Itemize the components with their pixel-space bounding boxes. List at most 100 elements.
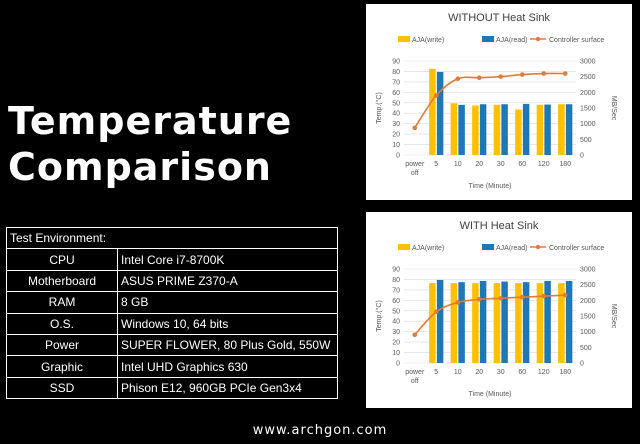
chart-with-heat-sink-svg: WITH Heat Sink AJA(write) AJA(read) Control… <box>375 220 617 398</box>
controller-surface-point <box>519 294 525 300</box>
y-axis-label: Temp.(°C) <box>375 92 383 124</box>
legend-label: AJA(read) <box>496 245 528 252</box>
bar-ajawrite <box>472 105 479 155</box>
bar-ajawrite <box>558 104 565 155</box>
chart-without-heat-sink-svg: WITHOUT Heat Sink AJA(write) AJA(read) Cont… <box>375 12 617 190</box>
y2-tick-label: 500 <box>580 137 592 144</box>
y2-tick-label: 0 <box>580 361 584 368</box>
x-tick-label: 30 <box>497 369 505 376</box>
y2-tick-label: 1500 <box>580 314 596 321</box>
page-title-line1: Temperature <box>8 99 293 143</box>
spec-table-header-row: Test Environment: <box>6 226 338 250</box>
y-tick-label: 30 <box>392 329 400 336</box>
x-tick-label: 20 <box>475 161 483 168</box>
controller-surface-point <box>519 72 525 77</box>
x-tick-label: 10 <box>454 369 462 376</box>
test-environment-table: Test Environment: CPU Intel Core i7-8700K… <box>6 226 338 400</box>
y2-tick-label: 2000 <box>580 90 596 97</box>
bar-ajaread <box>501 281 508 363</box>
legend-swatch <box>482 36 494 42</box>
x-axis-label: Time (Minute) <box>469 391 512 398</box>
legend-label: AJA(write) <box>412 37 444 44</box>
x-tick-label: 20 <box>475 369 483 376</box>
y-axis-label: Temp.(°C) <box>375 300 383 332</box>
bar-ajaread <box>501 104 508 155</box>
spec-row: SSD Phison E12, 960GB PCIe Gen3x4 <box>6 376 338 400</box>
bar-ajawrite <box>429 283 436 363</box>
spec-value: 8 GB <box>117 291 338 314</box>
spec-value: Phison E12, 960GB PCIe Gen3x4 <box>117 376 338 400</box>
bar-ajaread <box>479 104 487 155</box>
x-tick-label: 180 <box>559 161 571 168</box>
spec-value: Windows 10, 64 bits <box>117 312 338 335</box>
bar-ajaread <box>544 104 551 155</box>
legend-marker <box>535 36 541 42</box>
bar-ajawrite <box>515 109 522 155</box>
x-tick-label: 120 <box>538 369 550 376</box>
y-tick-label: 10 <box>392 350 400 357</box>
controller-surface-point <box>412 332 418 338</box>
y-tick-label: 60 <box>392 298 400 305</box>
y2-tick-label: 2500 <box>580 74 596 81</box>
y-tick-label: 20 <box>392 132 400 139</box>
chart-title: WITH Heat Sink <box>460 220 539 232</box>
y2-tick-label: 1500 <box>580 106 596 113</box>
bar-ajaread <box>436 279 444 363</box>
bar-ajawrite <box>450 103 458 155</box>
x-tick-label: power off <box>405 161 425 177</box>
x-tick-label: 5 <box>434 161 438 168</box>
spec-label: Graphic <box>6 355 118 378</box>
spec-label: SSD <box>6 376 118 400</box>
controller-surface-point <box>541 293 547 299</box>
page-title-line2: Comparison <box>8 145 272 189</box>
x-tick-label: 10 <box>454 161 462 168</box>
chart-without-heat-sink: WITHOUT Heat Sink AJA(write) AJA(read) Cont… <box>366 4 632 200</box>
bar-ajaread <box>522 282 530 363</box>
spec-value: Intel UHD Graphics 630 <box>117 355 338 378</box>
spec-label: RAM <box>6 291 118 314</box>
footer-url: www.archgon.com <box>252 423 388 438</box>
bar-ajawrite <box>558 283 565 363</box>
bar-ajaread <box>458 104 465 155</box>
y2-axis-label: MB/Sec <box>610 304 617 329</box>
legend-label: Controller surface <box>549 245 604 252</box>
legend-swatch <box>398 36 410 42</box>
y-tick-label: 70 <box>392 79 400 86</box>
y2-tick-label: 3000 <box>580 267 596 274</box>
y-tick-label: 10 <box>392 142 400 149</box>
controller-surface-point <box>562 71 568 76</box>
y-tick-label: 80 <box>392 277 400 284</box>
controller-surface-point <box>541 71 547 76</box>
y2-tick-label: 1000 <box>580 329 596 336</box>
y-tick-label: 80 <box>392 69 400 76</box>
y-tick-label: 20 <box>392 340 400 347</box>
bar-ajawrite <box>536 283 544 363</box>
y-tick-label: 90 <box>392 59 400 66</box>
chart-legend: AJA(write) AJA(read) Controller surface <box>398 36 604 44</box>
x-tick-label: 5 <box>434 369 438 376</box>
controller-surface-point <box>433 309 439 315</box>
bar-ajaread <box>565 104 573 155</box>
bar-ajawrite <box>450 283 458 363</box>
legend-swatch <box>398 244 410 250</box>
x-axis-label: Time (Minute) <box>469 183 512 190</box>
y2-tick-label: 0 <box>580 153 584 160</box>
spec-row: RAM 8 GB <box>6 291 338 314</box>
chart-with-heat-sink: WITH Heat Sink AJA(write) AJA(read) Control… <box>366 212 632 408</box>
bar-ajawrite <box>472 283 479 363</box>
y-tick-label: 40 <box>392 319 400 326</box>
spec-table-header: Test Environment: <box>6 226 338 250</box>
spec-value: ASUS PRIME Z370-A <box>117 269 338 293</box>
spec-value: SUPER FLOWER, 80 Plus Gold, 550W <box>117 333 338 357</box>
y-tick-label: 50 <box>392 308 400 315</box>
y-tick-label: 60 <box>392 90 400 97</box>
bar-ajaread <box>544 280 551 363</box>
controller-surface-point <box>562 292 568 298</box>
y-tick-label: 50 <box>392 100 400 107</box>
controller-surface-point <box>498 74 504 79</box>
bar-ajawrite <box>515 283 522 363</box>
spec-row: Power SUPER FLOWER, 80 Plus Gold, 550W <box>6 333 338 357</box>
y-tick-label: 90 <box>392 267 400 274</box>
spec-label: Motherboard <box>6 269 118 293</box>
x-tick-label: 120 <box>538 161 550 168</box>
